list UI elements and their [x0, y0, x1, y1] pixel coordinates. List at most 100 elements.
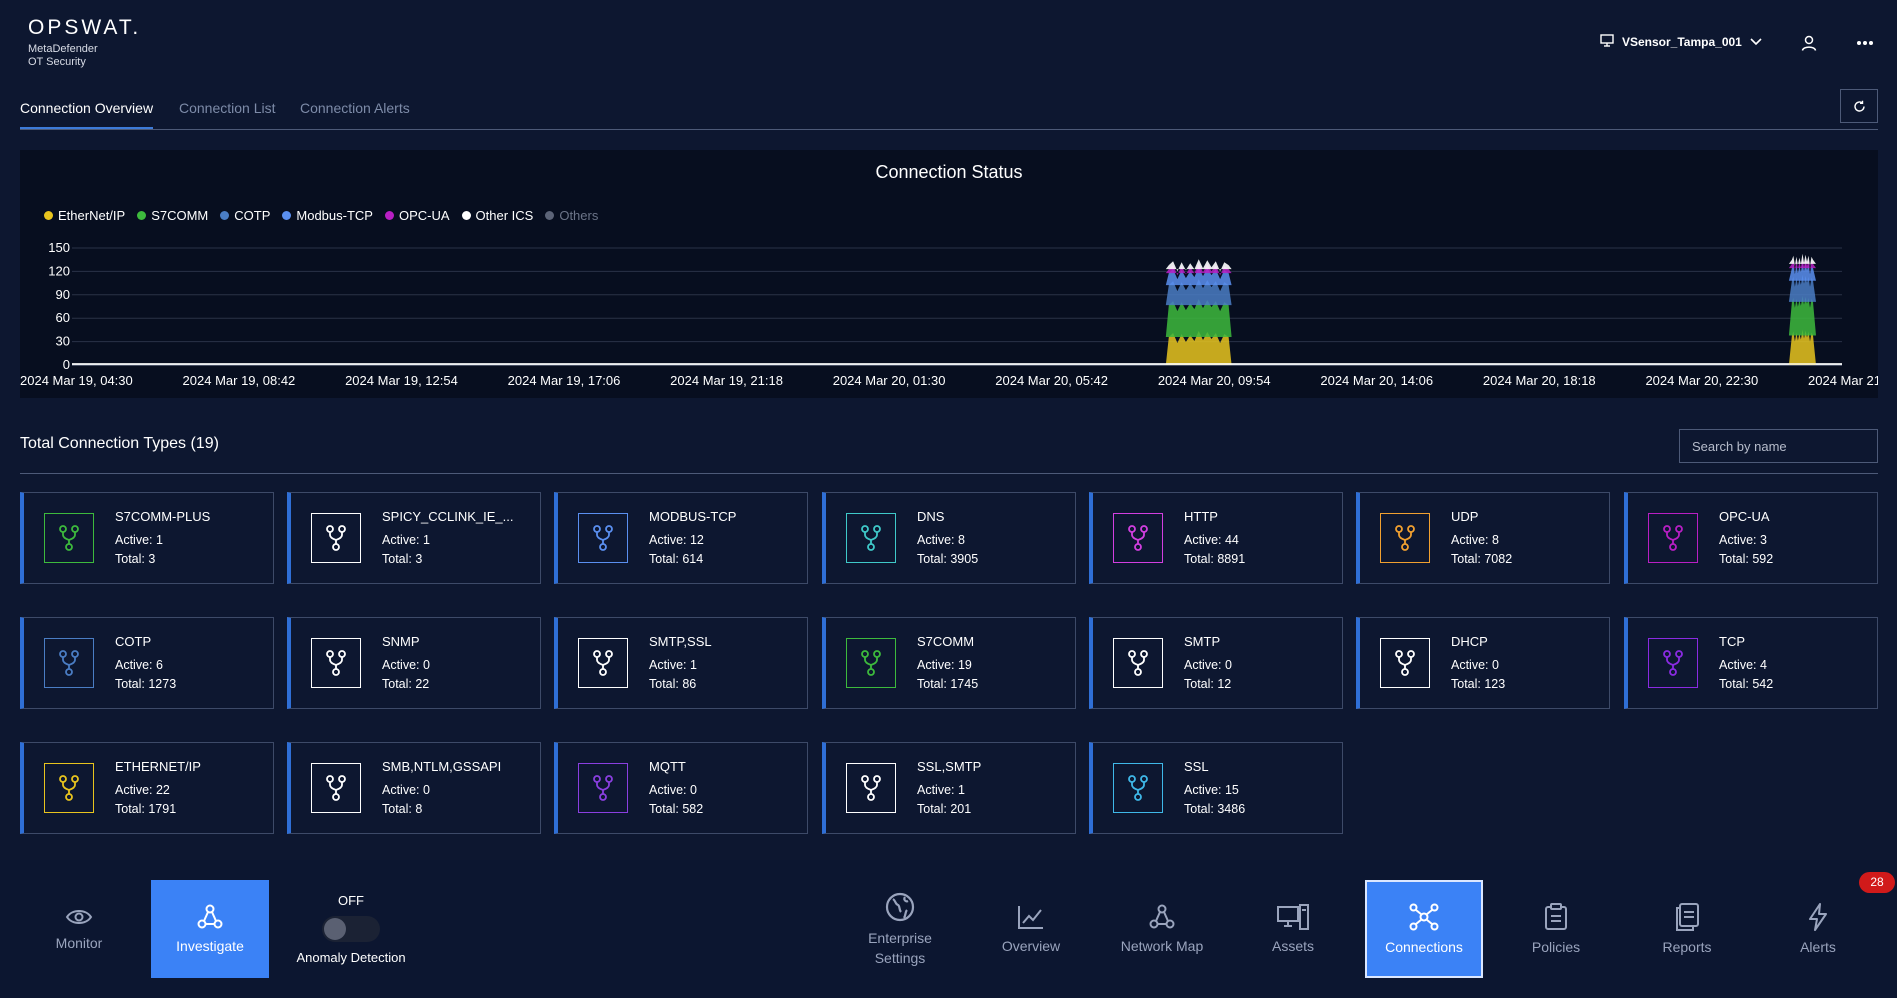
nav-policies[interactable]: Policies	[1497, 880, 1615, 978]
search-input[interactable]	[1679, 429, 1878, 463]
nav-enterprise-settings[interactable]: Enterprise Settings	[841, 880, 959, 978]
legend-label: COTP	[234, 208, 271, 223]
legend-item-modbus-tcp[interactable]: Modbus-TCP	[282, 208, 373, 223]
reports-icon	[1676, 903, 1699, 931]
connection-card[interactable]: SPICY_CCLINK_IE_... Active: 1 Total: 3	[287, 492, 541, 584]
connection-total: Total: 12	[1184, 677, 1232, 691]
connection-card[interactable]: SMB,NTLM,GSSAPI Active: 0 Total: 8	[287, 742, 541, 834]
legend-label: Modbus-TCP	[296, 208, 373, 223]
protocol-branch-icon	[44, 638, 94, 688]
protocol-branch-icon	[578, 763, 628, 813]
sensor-name: VSensor_Tampa_001	[1622, 35, 1742, 49]
legend-item-cotp[interactable]: COTP	[220, 208, 270, 223]
legend-item-s7comm[interactable]: S7COMM	[137, 208, 208, 223]
legend-dot	[220, 211, 230, 220]
connection-active: Active: 0	[382, 658, 430, 672]
connection-active: Active: 22	[115, 783, 170, 797]
x-tick-label: 2024 Mar 20, 18:18	[1483, 373, 1596, 388]
connection-name: UDP	[1451, 509, 1479, 524]
bottom-navigation-bar	[0, 860, 1897, 998]
x-tick-label: 2024 Mar 19, 21:18	[670, 373, 783, 388]
stacked-area-cotp	[1788, 274, 1816, 302]
connection-card[interactable]: DHCP Active: 0 Total: 123	[1356, 617, 1610, 709]
connection-active: Active: 0	[1184, 658, 1232, 672]
tab-connection-alerts[interactable]: Connection Alerts	[300, 100, 410, 116]
connection-card[interactable]: OPC-UA Active: 3 Total: 592	[1624, 492, 1878, 584]
legend-label: Others	[559, 208, 599, 223]
nav-connections[interactable]: Connections	[1365, 880, 1483, 978]
connection-card[interactable]: SSL Active: 15 Total: 3486	[1089, 742, 1343, 834]
connection-name: OPC-UA	[1719, 509, 1770, 524]
tab-connection-overview[interactable]: Connection Overview	[20, 100, 154, 129]
legend-label: OPC-UA	[398, 208, 450, 223]
nav-reports-label: Reports	[1662, 939, 1712, 955]
connection-name: SMTP	[1184, 634, 1221, 649]
connection-total: Total: 3	[115, 552, 156, 566]
protocol-branch-icon	[311, 638, 361, 688]
connection-total: Total: 1745	[917, 677, 979, 691]
connection-total: Total: 8891	[1184, 552, 1246, 566]
connection-status-chart: Connection Status EtherNet/IP S7COMM COT…	[20, 150, 1878, 398]
connection-card[interactable]: SMTP,SSL Active: 1 Total: 86	[554, 617, 808, 709]
connection-active: Active: 1	[115, 533, 163, 547]
opswat-logo: OPSWAT. MetaDefender OT Security	[28, 16, 141, 69]
nav-monitor[interactable]: Monitor	[20, 880, 138, 978]
nav-network-map[interactable]: Network Map	[1103, 880, 1221, 978]
tab-connection-list[interactable]: Connection List	[179, 100, 276, 116]
clipboard-icon	[1545, 903, 1567, 930]
user-icon[interactable]	[1798, 32, 1820, 54]
protocol-branch-icon	[1380, 513, 1430, 563]
connection-card[interactable]: MQTT Active: 0 Total: 582	[554, 742, 808, 834]
connection-card[interactable]: COTP Active: 6 Total: 1273	[20, 617, 274, 709]
connection-name: S7COMM-PLUS	[115, 509, 211, 524]
connection-card[interactable]: UDP Active: 8 Total: 7082	[1356, 492, 1610, 584]
connection-active: Active: 15	[1184, 783, 1239, 797]
nav-alerts[interactable]: Alerts	[1759, 880, 1877, 978]
nav-overview[interactable]: Overview	[972, 880, 1090, 978]
legend-item-opc-ua[interactable]: OPC-UA	[384, 208, 450, 223]
connection-name: ETHERNET/IP	[115, 759, 201, 774]
lightning-icon	[1809, 903, 1827, 931]
connection-total: Total: 3	[382, 552, 423, 566]
connection-total: Total: 22	[382, 677, 430, 691]
nav-overview-label: Overview	[1001, 938, 1061, 954]
nav-investigate-label: Investigate	[176, 938, 244, 954]
nav-assets[interactable]: Assets	[1234, 880, 1352, 978]
connection-name: DNS	[917, 509, 945, 524]
connection-card[interactable]: SMTP Active: 0 Total: 12	[1089, 617, 1343, 709]
connection-card[interactable]: SNMP Active: 0 Total: 22	[287, 617, 541, 709]
network-map-icon	[1149, 904, 1175, 929]
connection-card[interactable]: HTTP Active: 44 Total: 8891	[1089, 492, 1343, 584]
connection-card[interactable]: SSL,SMTP Active: 1 Total: 201	[822, 742, 1076, 834]
connection-card[interactable]: DNS Active: 8 Total: 3905	[822, 492, 1076, 584]
more-options-icon[interactable]	[1854, 32, 1876, 54]
legend-item-others[interactable]: Others	[545, 208, 598, 223]
connection-total: Total: 1273	[115, 677, 177, 691]
x-tick-label: 2024 Mar 21, 02:42	[1808, 373, 1878, 388]
connection-name: SSL	[1184, 759, 1209, 774]
connection-card[interactable]: S7COMM-PLUS Active: 1 Total: 3	[20, 492, 274, 584]
x-tick-label: 2024 Mar 19, 08:42	[183, 373, 296, 388]
anomaly-detection-toggle[interactable]	[322, 916, 380, 942]
stacked-area-ethernet-ip	[1165, 331, 1232, 365]
connection-card[interactable]: ETHERNET/IP Active: 22 Total: 1791	[20, 742, 274, 834]
legend-item-other-ics[interactable]: Other ICS	[461, 208, 533, 223]
brand-name: OPSWAT.	[28, 16, 142, 39]
stacked-area-modbus-tcp	[1788, 262, 1816, 281]
stacked-area-s7comm	[1788, 295, 1816, 336]
chart-title: Connection Status	[875, 162, 1023, 182]
legend-item-ethernetip[interactable]: EtherNet/IP	[44, 208, 125, 223]
connection-card[interactable]: MODBUS-TCP Active: 12 Total: 614	[554, 492, 808, 584]
connection-total: Total: 542	[1719, 677, 1774, 691]
nav-reports[interactable]: Reports	[1628, 880, 1746, 978]
refresh-button[interactable]	[1840, 89, 1878, 123]
x-tick-label: 2024 Mar 19, 17:06	[508, 373, 621, 388]
product-line-2: OT Security	[28, 56, 86, 68]
sensor-selector[interactable]: VSensor_Tampa_001	[1600, 34, 1762, 50]
anomaly-state: OFF	[338, 893, 364, 908]
nav-investigate[interactable]: Investigate	[151, 880, 269, 978]
connection-name: TCP	[1719, 634, 1745, 649]
connection-card[interactable]: TCP Active: 4 Total: 542	[1624, 617, 1878, 709]
legend-dot	[137, 211, 147, 220]
connection-card[interactable]: S7COMM Active: 19 Total: 1745	[822, 617, 1076, 709]
